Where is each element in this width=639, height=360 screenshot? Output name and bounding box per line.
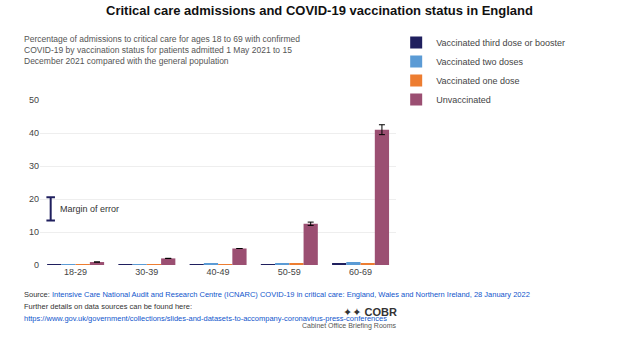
svg-text:Vaccinated third dose or boost: Vaccinated third dose or booster xyxy=(436,38,565,48)
svg-text:60-69: 60-69 xyxy=(349,267,372,277)
svg-text:Margin of error: Margin of error xyxy=(60,204,119,214)
svg-text:Source: Intensive Care Nationa: Source: Intensive Care National Audit an… xyxy=(24,290,530,299)
svg-text:40: 40 xyxy=(29,128,39,138)
svg-text:10: 10 xyxy=(29,227,39,237)
svg-text:https://www.gov.uk/government/: https://www.gov.uk/government/collection… xyxy=(24,314,387,323)
svg-text:Vaccinated one dose: Vaccinated one dose xyxy=(436,76,519,86)
svg-text:Further details on data source: Further details on data sources can be f… xyxy=(24,302,192,311)
svg-text:30: 30 xyxy=(29,161,39,171)
svg-text:Cabinet Office Briefing Rooms: Cabinet Office Briefing Rooms xyxy=(302,322,397,330)
svg-text:Percentage of admissions to cr: Percentage of admissions to critical car… xyxy=(24,34,300,66)
svg-text:Critical care admissions and C: Critical care admissions and COVID-19 va… xyxy=(106,3,533,18)
svg-text:40-49: 40-49 xyxy=(207,267,230,277)
svg-text:0: 0 xyxy=(34,260,39,270)
svg-text:30-39: 30-39 xyxy=(135,267,158,277)
svg-text:50-59: 50-59 xyxy=(278,267,301,277)
svg-text:Unvaccinated: Unvaccinated xyxy=(436,95,491,105)
svg-text:20: 20 xyxy=(29,194,39,204)
svg-text:✦✦ COBR: ✦✦ COBR xyxy=(343,306,397,318)
svg-text:18-29: 18-29 xyxy=(64,267,87,277)
svg-text:Vaccinated two doses: Vaccinated two doses xyxy=(436,57,523,67)
svg-text:50: 50 xyxy=(29,95,39,105)
